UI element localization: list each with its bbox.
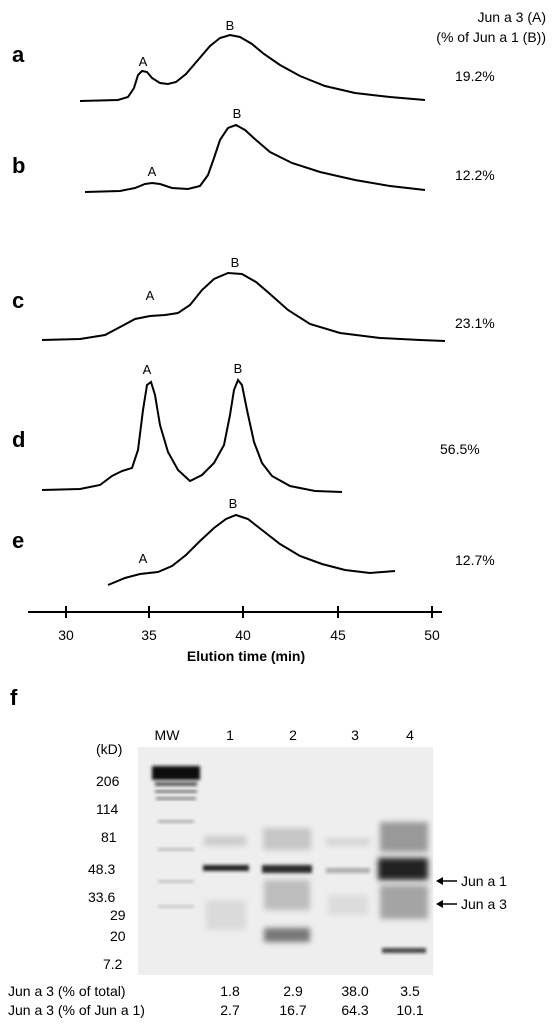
gel-lane-4 <box>378 822 428 953</box>
row2-value-lane-2: 16.7 <box>279 1002 306 1018</box>
band-label-jun-a-1: Jun a 1 <box>461 873 507 889</box>
elution-axis: 30 35 40 45 50 Elution time (min) <box>28 606 442 664</box>
lane-label-4: 4 <box>406 727 414 743</box>
row-label-percent-jun-a-1: Jun a 3 (% of Jun a 1) <box>8 1002 145 1018</box>
panel-letter: d <box>12 427 25 452</box>
trace-panel-c: c A B 23.1% <box>12 255 495 342</box>
tick-label: 30 <box>58 627 74 643</box>
mw-marker: 114 <box>96 801 119 817</box>
gel-lane-1 <box>203 836 249 930</box>
ratio-value: 56.5% <box>440 441 480 457</box>
header-line-2: (% of Jun a 1 (B)) <box>436 29 546 45</box>
panel-letter: e <box>12 528 24 553</box>
row2-value-lane-1: 2.7 <box>220 1002 240 1018</box>
gel-lane-2 <box>262 828 312 942</box>
tick-label: 40 <box>235 627 251 643</box>
peak-b-label: B <box>233 106 242 121</box>
mw-marker: 206 <box>96 773 120 789</box>
arrow-left-icon <box>436 877 443 885</box>
peak-a-label: A <box>146 288 155 303</box>
panel-letter: c <box>12 288 24 313</box>
header-line-1: Jun a 3 (A) <box>478 9 546 25</box>
chromatogram-trace <box>107 513 396 586</box>
chromatogram-trace <box>41 378 343 493</box>
peak-b-label: B <box>229 496 238 511</box>
peak-b-label: B <box>231 255 240 270</box>
mw-ladder <box>152 766 200 908</box>
tick-label: 45 <box>330 627 346 643</box>
mw-marker: 33.6 <box>88 889 115 905</box>
lane-label-mw: MW <box>155 727 181 743</box>
panel-letter: a <box>12 42 25 67</box>
chromatogram-trace <box>79 33 426 102</box>
row2-value-lane-3: 64.3 <box>341 1002 368 1018</box>
tick-label: 50 <box>424 627 440 643</box>
axis-title: Elution time (min) <box>187 648 305 664</box>
chromatogram-trace <box>84 123 426 193</box>
mw-marker: 29 <box>110 907 126 923</box>
unit-label: (kD) <box>96 741 122 757</box>
jun-a-3-arrow: Jun a 3 <box>436 896 507 912</box>
panel-letter: b <box>12 153 25 178</box>
ratio-value: 12.7% <box>455 552 495 568</box>
trace-panel-d: d A B 56.5% <box>12 361 480 493</box>
ratio-value: 12.2% <box>455 167 495 183</box>
row2-value-lane-4: 10.1 <box>396 1002 423 1018</box>
trace-panel-b: b A B 12.2% <box>12 106 495 193</box>
peak-a-label: A <box>139 551 148 566</box>
peak-a-label: A <box>148 164 157 179</box>
tick-label: 35 <box>141 627 157 643</box>
gel-lane-3 <box>326 838 370 915</box>
mw-marker: 48.3 <box>88 861 115 877</box>
row-label-percent-total: Jun a 3 (% of total) <box>8 983 126 999</box>
lane-label-3: 3 <box>351 727 359 743</box>
trace-panel-a: a A B 19.2% <box>12 18 495 102</box>
peak-b-label: B <box>234 361 243 376</box>
peak-a-label: A <box>139 54 148 69</box>
band-label-jun-a-3: Jun a 3 <box>461 896 507 912</box>
mw-marker: 7.2 <box>103 956 123 972</box>
lane-label-2: 2 <box>289 727 297 743</box>
lane-label-1: 1 <box>226 727 234 743</box>
gel-panel-f: f MW 1 2 3 4 (kD) 206 114 81 48.3 33.6 2… <box>8 685 507 1018</box>
peak-b-label: B <box>226 18 235 33</box>
peak-a-label: A <box>143 362 152 377</box>
mw-marker: 81 <box>101 829 117 845</box>
ratio-value: 19.2% <box>455 68 495 84</box>
arrow-left-icon <box>436 900 443 908</box>
row1-value-lane-3: 38.0 <box>341 983 368 999</box>
ratio-value: 23.1% <box>455 315 495 331</box>
row1-value-lane-1: 1.8 <box>220 983 240 999</box>
chromatogram-trace <box>41 271 446 342</box>
mw-marker: 20 <box>110 928 126 944</box>
jun-a-1-arrow: Jun a 1 <box>436 873 507 889</box>
trace-panel-e: e A B 12.7% <box>12 496 495 586</box>
row1-value-lane-4: 3.5 <box>400 983 420 999</box>
row1-value-lane-2: 2.9 <box>283 983 303 999</box>
panel-letter: f <box>10 685 18 710</box>
